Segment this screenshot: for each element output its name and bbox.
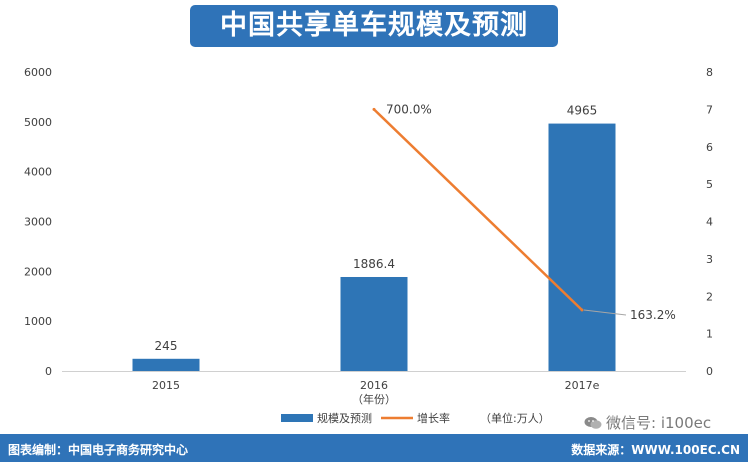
x-tick-label: 2017e [565,379,600,392]
bar [132,358,200,371]
y2-tick-label: 3 [706,253,713,266]
y2-tick-label: 8 [706,66,713,79]
footer-credit: 图表编制：中国电子商务研究中心 [8,443,189,457]
line-path [373,108,583,311]
chart-title: 中国共享单车规模及预测 [220,10,528,41]
bar-data-label: 245 [155,339,178,353]
bar [548,123,616,371]
bar [340,276,408,371]
legend-label-bar: 规模及预测 [317,411,372,425]
y-tick-label: 3000 [24,216,52,229]
title-bar: 中国共享单车规模及预测 [0,0,748,52]
y-tick-label: 1000 [24,315,52,328]
bar-data-label: 1886.4 [353,257,395,271]
footer: 图表编制：中国电子商务研究中心 数据来源：WWW.100EC.CN [0,434,748,462]
y-tick-label: 4000 [24,166,52,179]
y-tick-label: 0 [45,365,52,378]
y2-tick-label: 0 [706,365,713,378]
y-axis-left: 0 1000 2000 3000 4000 5000 6000 [24,66,52,378]
y2-tick-label: 6 [706,141,713,154]
legend-swatch-bar [281,414,313,422]
unit-note: （单位:万人） [480,411,550,425]
watermark-text: 微信号: i100ec [606,414,712,432]
bar-data-label: 4965 [567,104,598,118]
watermark: 微信号: i100ec [584,412,711,434]
x-axis: 2015 2016 2017e （年份） [62,371,686,406]
line-point [372,107,376,111]
x-tick-label: 2016 [360,379,388,392]
title-background [190,5,558,47]
y2-tick-label: 2 [706,290,713,303]
chart-area: 0 1000 2000 3000 4000 5000 6000 0 1 2 3 4 5 6 7 8 245 1… [24,66,713,425]
footer-source: 数据来源：WWW.100EC.CN [571,443,740,457]
wechat-icon [584,417,602,429]
bar-series: 245 1886.4 4965 [132,104,616,371]
y-axis-right: 0 1 2 3 4 5 6 7 8 [706,66,713,378]
line-data-label: 163.2% [630,308,676,322]
line-series: 700.0% 163.2% [372,102,676,322]
leader-line [583,309,627,316]
y-tick-label: 5000 [24,116,52,129]
y2-tick-label: 5 [706,178,713,191]
y2-tick-label: 1 [706,328,713,341]
legend: 规模及预测 增长率 （单位:万人） [281,411,550,425]
y2-tick-label: 4 [706,216,713,229]
y-tick-label: 2000 [24,265,52,278]
y2-tick-label: 7 [706,103,713,116]
x-axis-sublabel: （年份） [352,392,396,406]
legend-label-line: 增长率 [417,411,450,425]
line-data-label: 700.0% [386,102,432,116]
x-tick-label: 2015 [152,379,180,392]
y-tick-label: 6000 [24,66,52,79]
line-point [580,308,584,312]
